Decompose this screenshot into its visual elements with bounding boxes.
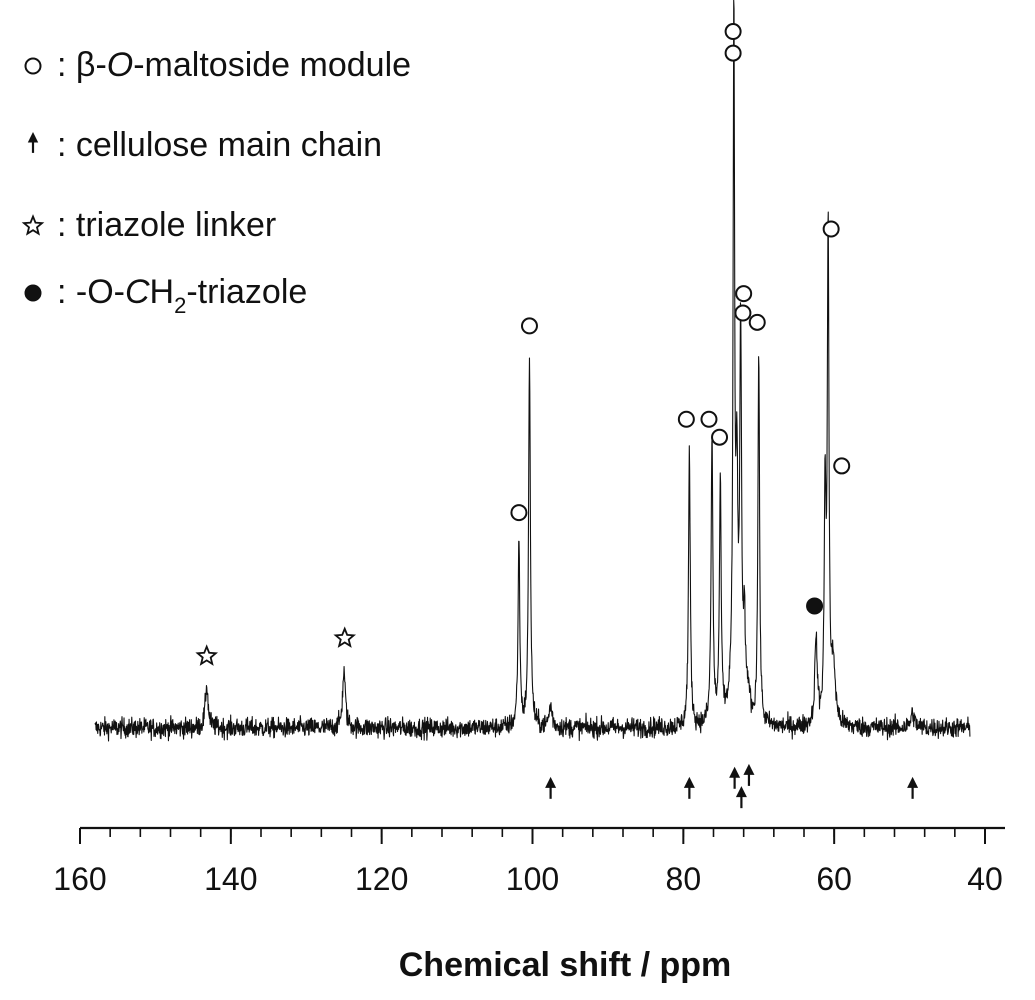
legend-open-star-icon — [21, 214, 45, 236]
maltoside-marker — [677, 410, 695, 428]
legend-open-circle-icon — [24, 57, 42, 75]
maltoside-marker — [700, 410, 718, 428]
x-tick-label: 140 — [204, 861, 257, 897]
x-tick-label: 80 — [666, 861, 702, 897]
legend-label: : -O-CH2-triazole — [57, 273, 307, 318]
cellulose-arrow-marker — [907, 776, 919, 799]
maltoside-marker — [711, 428, 729, 446]
maltoside-marker — [724, 44, 742, 62]
cellulose-arrow-marker — [729, 766, 741, 789]
triazole-star-marker — [333, 626, 357, 648]
och2-triazole-marker — [806, 597, 824, 615]
x-axis-title: Chemical shift / ppm — [399, 946, 732, 984]
cellulose-arrow-marker — [545, 776, 557, 799]
peak-annotations — [195, 23, 919, 809]
x-axis: 160 140 120 100 80 60 40 — [53, 826, 1005, 897]
maltoside-marker — [833, 457, 851, 475]
maltoside-marker — [734, 304, 752, 322]
spectrum-plot — [94, 0, 971, 742]
maltoside-marker — [510, 504, 528, 522]
triazole-star-marker — [195, 644, 219, 666]
maltoside-marker — [822, 220, 840, 238]
x-tick-label: 160 — [53, 861, 106, 897]
legend-label: : β-O-maltoside module — [57, 46, 411, 84]
legend-filled-circle-icon — [24, 284, 42, 302]
legend-label: : triazole linker — [57, 206, 276, 244]
legend-entry: : cellulose main chain — [27, 126, 382, 164]
legend-entry: : -O-CH2-triazole — [24, 273, 307, 318]
maltoside-marker — [520, 317, 538, 335]
spectrum-line — [94, 0, 971, 742]
legend-label: : cellulose main chain — [57, 126, 382, 164]
legend: : β-O-maltoside module : cellulose main c… — [21, 46, 411, 318]
cellulose-arrow-marker — [735, 786, 747, 809]
x-tick-label: 120 — [355, 861, 408, 897]
x-tick-label: 60 — [816, 861, 852, 897]
cellulose-arrow-marker — [683, 776, 695, 799]
x-tick-label: 100 — [506, 861, 559, 897]
maltoside-marker — [748, 313, 766, 331]
legend-entry: : β-O-maltoside module — [24, 46, 411, 84]
legend-entry: : triazole linker — [21, 206, 276, 244]
maltoside-marker — [724, 23, 742, 41]
legend-arrow-icon — [27, 132, 39, 153]
cellulose-arrow-marker — [743, 763, 755, 786]
maltoside-marker — [735, 285, 753, 303]
x-tick-label: 40 — [967, 861, 1003, 897]
